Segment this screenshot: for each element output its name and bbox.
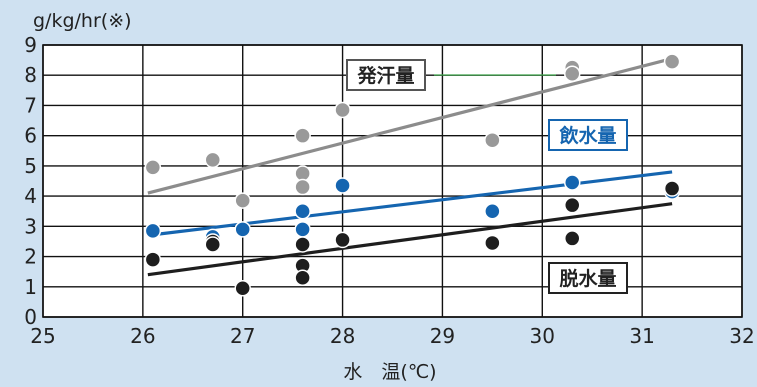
point-series-1 [563, 174, 581, 191]
point-series-2 [204, 236, 222, 253]
y-tick-label: 8 [24, 63, 37, 87]
point-series-0 [294, 178, 311, 196]
y-tick-label: 4 [24, 184, 37, 208]
trend-line-0 [147, 57, 673, 195]
point-series-2 [144, 251, 162, 268]
y-tick-label: 1 [24, 275, 37, 299]
point-series-1 [294, 202, 311, 220]
data-points [144, 53, 681, 297]
point-series-2 [334, 231, 351, 249]
point-series-2 [294, 236, 311, 253]
point-series-1 [334, 177, 351, 194]
y-tick-label: 7 [24, 93, 37, 117]
y-tick-label: 2 [24, 245, 37, 269]
annotation-box [346, 59, 426, 91]
point-series-2 [484, 234, 501, 252]
point-series-1 [144, 222, 162, 240]
point-series-1 [294, 221, 311, 238]
point-series-2 [294, 269, 311, 286]
x-axis-label: 水 温(℃) [343, 361, 436, 383]
trend-line-1 [147, 170, 673, 237]
x-tick-label: 28 [330, 324, 355, 348]
point-series-0 [663, 53, 681, 70]
y-tick-label: 6 [24, 124, 37, 148]
y-tick-label: 9 [24, 33, 37, 57]
point-series-1 [484, 202, 501, 220]
y-tick-label: 5 [24, 154, 37, 178]
point-series-0 [334, 101, 351, 119]
annotation-box [548, 262, 628, 294]
point-series-2 [234, 280, 251, 297]
point-series-0 [294, 127, 311, 144]
point-series-0 [563, 65, 581, 82]
plot-border [42, 44, 743, 318]
point-series-0 [234, 192, 251, 209]
x-tick-label: 26 [130, 324, 155, 348]
x-tick-label: 32 [729, 324, 754, 348]
point-series-2 [563, 230, 581, 247]
point-series-1 [234, 221, 251, 238]
trend-lines [147, 57, 673, 277]
y-tick-label: 0 [24, 305, 37, 329]
trend-line-2 [147, 202, 673, 277]
annotation-label: 脱水量 [559, 267, 616, 290]
point-series-0 [144, 159, 162, 176]
y-axis-label: g/kg/hr(※) [33, 10, 132, 32]
tick-labels: 0 1 2 3 4 5 6 7 8 9 25 26 27 28 29 30 31 32 [24, 33, 754, 348]
point-series-2 [663, 180, 681, 197]
point-series-0 [204, 151, 222, 169]
annotation-label: 飲水量 [558, 124, 616, 147]
x-tick-label: 30 [530, 324, 555, 348]
x-tick-label: 29 [430, 324, 455, 348]
y-tick-label: 3 [24, 214, 37, 238]
annotation-label: 発汗量 [356, 64, 414, 87]
point-series-2 [563, 196, 581, 214]
x-tick-label: 31 [629, 324, 654, 348]
point-series-0 [294, 165, 311, 182]
x-tick-label: 27 [230, 324, 255, 348]
point-series-0 [484, 131, 501, 149]
x-tick-label: 25 [30, 324, 55, 348]
annotation-box [548, 119, 628, 151]
